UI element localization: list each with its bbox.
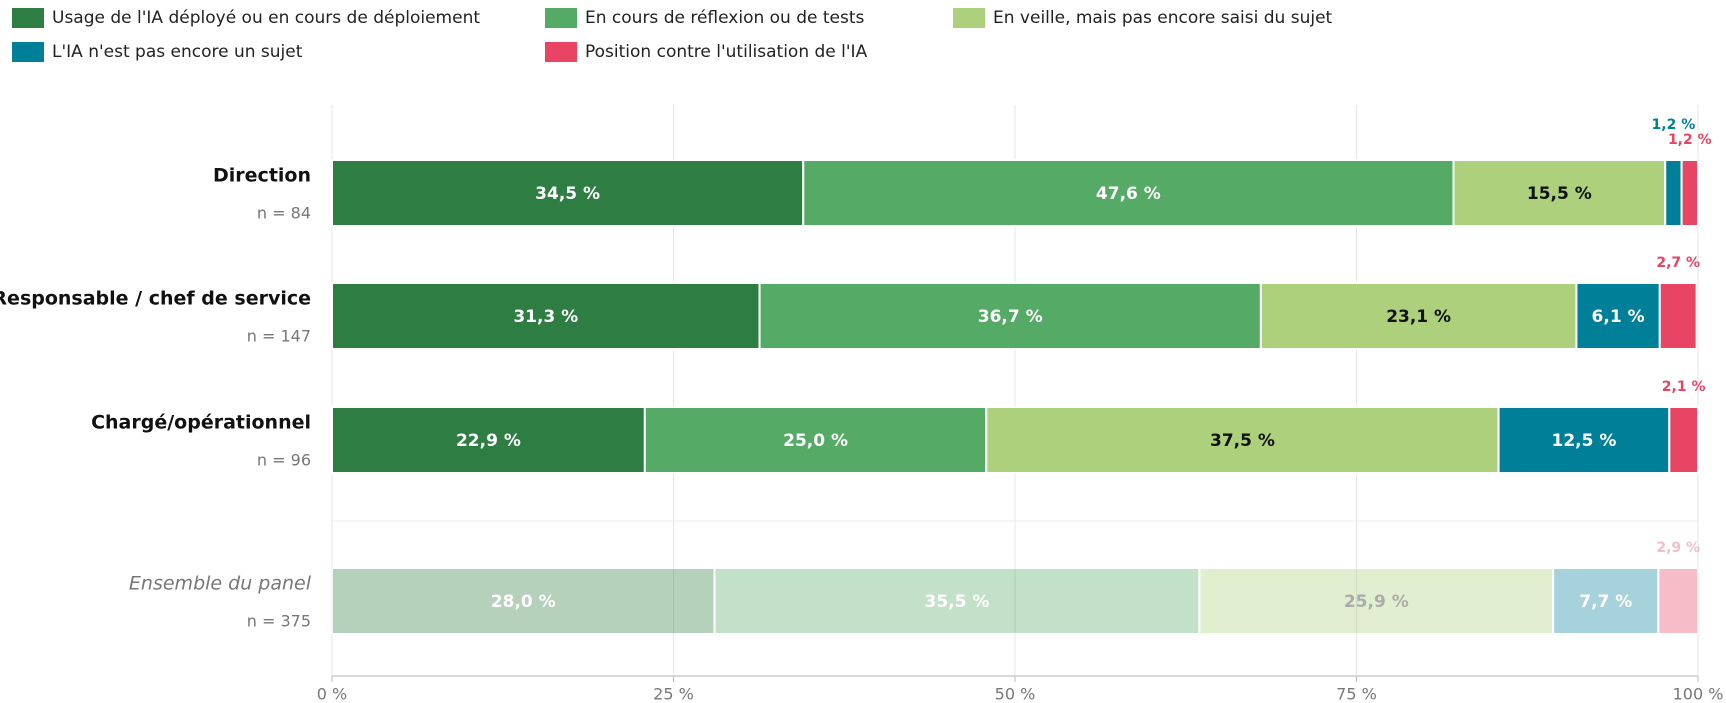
bar-group: 34,5 % 47,6 % 15,5 % 1,2 %1,2 %	[331, 117, 1712, 227]
legend-label: Position contre l'utilisation de l'IA	[585, 42, 868, 62]
value-label: 23,1 %	[1386, 307, 1451, 327]
bar-segment	[1552, 567, 1660, 635]
bar-group: 22,9 % 25,0 % 37,5 % 12,5 % 2,1 %	[331, 379, 1706, 474]
bar-group: 28,0 % 35,5 % 25,9 % 7,7 % 2,9 %	[331, 540, 1700, 635]
category-label: Chargé/opérationnel	[91, 412, 311, 434]
bar-segment	[802, 159, 1455, 227]
bar-segment	[1657, 567, 1699, 635]
bar-segment	[1452, 159, 1667, 227]
x-tick-label: 25 %	[653, 685, 694, 703]
legend-swatch	[953, 8, 985, 28]
value-label: 22,9 %	[456, 431, 521, 451]
legend-swatch	[545, 8, 577, 28]
value-label: 1,2 %	[1652, 117, 1696, 133]
bar-segment	[1575, 282, 1661, 350]
bar-segment	[331, 282, 761, 350]
legend-swatch	[12, 8, 44, 28]
bar-segment	[758, 282, 1262, 350]
bar-segment	[1259, 282, 1578, 350]
category-label: Ensemble du panel	[129, 573, 312, 595]
legend-swatch	[12, 42, 44, 62]
x-tick-label: 50 %	[995, 685, 1036, 703]
value-label: 28,0 %	[491, 592, 556, 612]
value-label: 1,2 %	[1668, 132, 1712, 148]
value-label: 36,7 %	[978, 307, 1043, 327]
value-label: 31,3 %	[513, 307, 578, 327]
x-tick-label: 0 %	[317, 685, 347, 703]
category-note: n = 147	[247, 327, 311, 346]
category-note: n = 84	[257, 204, 311, 223]
bar-segment	[331, 159, 805, 227]
value-label: 35,5 %	[924, 592, 989, 612]
category-note: n = 375	[247, 612, 311, 631]
value-label: 34,5 %	[535, 184, 600, 204]
value-label: 2,7 %	[1656, 255, 1700, 271]
value-label: 25,0 %	[783, 431, 848, 451]
legend-label: Usage de l'IA déployé ou en cours de dép…	[52, 8, 480, 28]
bar-segment	[643, 406, 988, 474]
value-label: 37,5 %	[1210, 431, 1275, 451]
value-label: 2,1 %	[1662, 379, 1706, 395]
bar-segment	[1664, 159, 1683, 227]
bar-segment	[1668, 406, 1699, 474]
legend-swatch	[545, 42, 577, 62]
legend-label: L'IA n'est pas encore un sujet	[52, 42, 303, 62]
x-tick-label: 75 %	[1336, 685, 1377, 703]
value-label: 6,1 %	[1592, 307, 1645, 327]
category-label: Direction	[213, 165, 311, 187]
bar-segment	[1658, 282, 1698, 350]
bar-segment	[1198, 567, 1555, 635]
value-label: 25,9 %	[1344, 592, 1409, 612]
category-note: n = 96	[257, 451, 311, 470]
value-label: 15,5 %	[1527, 184, 1592, 204]
value-label: 47,6 %	[1096, 184, 1161, 204]
value-label: 7,7 %	[1579, 592, 1632, 612]
value-label: 2,9 %	[1656, 540, 1700, 556]
legend-label: En veille, mais pas encore saisi du suje…	[993, 8, 1333, 28]
legend-label: En cours de réflexion ou de tests	[585, 8, 865, 28]
bar-segment	[1497, 406, 1671, 474]
bar-segment	[331, 567, 716, 635]
bar-segment	[713, 567, 1201, 635]
value-label: 12,5 %	[1551, 431, 1616, 451]
bar-segment	[1680, 159, 1700, 227]
bar-segment	[985, 406, 1500, 474]
category-label: Responsable / chef de service	[0, 288, 311, 310]
x-tick-label: 100 %	[1673, 685, 1724, 703]
bar-group: 31,3 % 36,7 % 23,1 % 6,1 % 2,7 %	[331, 255, 1700, 350]
